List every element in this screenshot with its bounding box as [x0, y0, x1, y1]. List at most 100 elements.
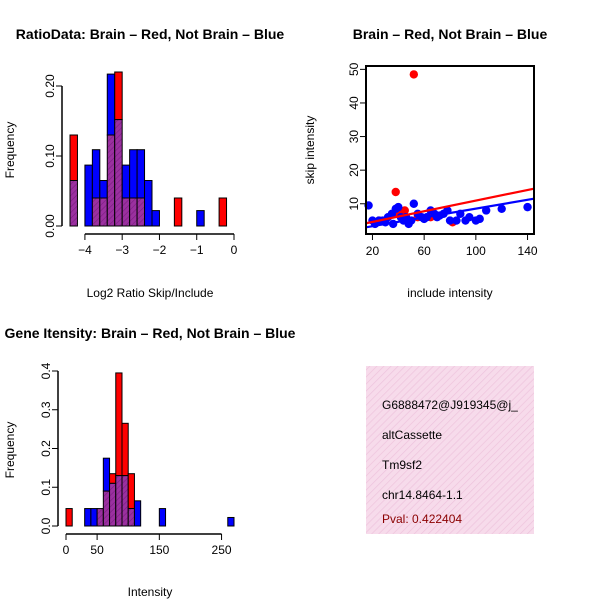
intensity-bar-not-brain-11 [133, 500, 142, 527]
ratio-bar-overlap-6 [114, 119, 123, 227]
scatter-ytick-label-4: 50 [347, 62, 361, 76]
ratio-bar-brain-0 [69, 134, 78, 181]
scatter-point-not-brain-36 [523, 202, 532, 212]
ratio-bar-not-brain-3 [91, 149, 101, 199]
intensity-ytick-label-3: 0.3 [39, 401, 53, 418]
scatter-point-brain-1 [391, 187, 400, 197]
intensity-bar-brain-8 [115, 372, 123, 477]
ratio-xtick-label-3: −1 [190, 243, 204, 257]
scatter-point-not-brain-16 [409, 199, 419, 208]
ratio-bar-not-brain-8 [129, 149, 138, 199]
scatter-xlabel: include intensity [407, 286, 492, 300]
ratio-histogram: −4 −3 −2 −1 0 0.00 0.10 0.20 [43, 71, 238, 257]
info-box: G6888472@J919345@j_ altCassette Tm9sf2 c… [366, 366, 534, 534]
scatter-point-not-brain-31 [465, 213, 474, 222]
intensity-ylabel: Frequency [3, 422, 17, 479]
ratio-xtick-label-2: −2 [153, 243, 167, 257]
scatter-point-not-brain-34 [481, 206, 491, 215]
scatter-ytick-label-0: 10 [347, 197, 361, 211]
scatter-point-not-brain-10 [394, 202, 403, 212]
intensity-ytick-label-1: 0.1 [39, 479, 53, 496]
ratio-ytick-label-1: 0.10 [43, 144, 57, 168]
ratio-bar-overlap-0 [69, 180, 78, 227]
intensity-xtick-label-1: 50 [90, 543, 104, 557]
info-pval: Pval: 0.422404 [382, 512, 462, 526]
intensity-ytick-label-4: 0.4 [39, 362, 53, 379]
scatter-xtick-label-0: 20 [366, 244, 380, 258]
scatter-ytick-label-2: 30 [347, 130, 361, 144]
ratio-bar-not-brain-10 [144, 180, 153, 227]
intensity-histogram: 0 50 150 250 0.0 0.1 0.2 0.3 0.4 [39, 362, 235, 557]
intensity-xtick-label-0: 0 [63, 543, 70, 557]
ratio-bar-not-brain-5 [106, 73, 116, 136]
ratio-bar-not-brain-17 [196, 210, 205, 227]
scatter-ylabel: skip intensity [303, 116, 317, 185]
ratio-xlabel: Log2 Ratio Skip/Include [87, 286, 214, 300]
ratio-bar-overlap-8 [129, 197, 138, 227]
scatter-point-not-brain-33 [475, 214, 484, 224]
scatter-point-not-brain-28 [452, 216, 461, 225]
intensity-bar-overlap-9 [121, 475, 129, 527]
ratio-bar-overlap-3 [91, 197, 101, 227]
scatter-xtick-label-1: 60 [417, 244, 431, 258]
intensity-ytick-label-2: 0.2 [39, 440, 53, 457]
intensity-bar-brain-7 [109, 473, 117, 484]
intensity-bar-overlap-6 [102, 490, 111, 527]
scatter-fit-not-brain [365, 197, 535, 229]
intensity-ytick-label-0: 0.0 [39, 517, 53, 534]
intensity-bar-brain-0 [65, 508, 73, 527]
intensity-bar-not-brain-26 [227, 516, 235, 527]
scatter-xtick-label-2: 100 [466, 244, 486, 258]
intensity-title: Gene Itensity: Brain – Red, Not Brain – … [5, 325, 296, 341]
intensity-bar-brain-10 [127, 473, 135, 510]
info-box-background [366, 366, 534, 534]
intensity-bar-overlap-8 [115, 475, 123, 527]
info-event-type: altCassette [382, 428, 442, 442]
ratio-ylabel: Frequency [3, 122, 17, 179]
ratio-bar-brain-20 [218, 197, 228, 227]
scatter-point-brain-2 [400, 206, 409, 215]
ratio-xtick-label-0: −4 [78, 243, 92, 257]
ratio-bar-overlap-4 [99, 197, 108, 227]
scatter-fit-brain [365, 187, 535, 225]
ratio-bar-not-brain-4 [99, 180, 108, 199]
scatter-plot: 20 60 100 140 10 20 30 40 50 [347, 62, 538, 258]
scatter-point-not-brain-27 [445, 216, 455, 225]
ratio-bar-overlap-9 [136, 197, 146, 227]
ratio-title: RatioData: Brain – Red, Not Brain – Blue [16, 26, 285, 42]
ratio-bar-not-brain-2 [84, 164, 93, 227]
scatter-frame [365, 65, 535, 235]
ratio-ytick-label-2: 0.20 [43, 74, 57, 98]
info-gene-name: Tm9sf2 [382, 458, 422, 472]
scatter-xtick-label-3: 140 [518, 244, 538, 258]
ratio-bar-not-brain-9 [136, 149, 146, 199]
scatter-ytick-label-1: 20 [347, 163, 361, 177]
intensity-bar-overlap-5 [96, 508, 104, 527]
ratio-xtick-label-4: 0 [231, 243, 238, 257]
intensity-bar-not-brain-6 [102, 457, 111, 492]
scatter-title: Brain – Red, Not Brain – Blue [353, 26, 548, 42]
ratio-bar-brain-14 [173, 197, 183, 227]
scatter-point-not-brain-35 [497, 204, 506, 213]
intensity-xtick-label-2: 150 [149, 543, 169, 557]
scatter-ytick-label-3: 40 [347, 96, 361, 110]
ratio-bar-overlap-5 [106, 134, 116, 227]
intensity-bar-brain-9 [121, 422, 129, 477]
intensity-bar-overlap-10 [127, 508, 135, 527]
scatter-point-brain-0 [409, 70, 419, 79]
intensity-bar-not-brain-15 [158, 508, 167, 527]
ratio-xtick-label-1: −3 [115, 243, 129, 257]
intensity-xlabel: Intensity [128, 585, 173, 599]
ratio-bar-overlap-7 [121, 197, 131, 227]
ratio-ytick-label-0: 0.00 [43, 214, 57, 238]
ratio-bar-not-brain-11 [151, 210, 160, 227]
info-gene-id: G6888472@J919345@j_ [382, 398, 518, 412]
info-location: chr14.8464-1.1 [382, 488, 463, 502]
intensity-bar-overlap-7 [109, 482, 117, 527]
intensity-xtick-label-3: 250 [212, 543, 232, 557]
intensity-bar-not-brain-4 [90, 508, 98, 527]
ratio-bar-brain-6 [114, 71, 123, 121]
ratio-bar-not-brain-7 [121, 164, 131, 199]
intensity-bar-not-brain-3 [84, 508, 92, 527]
